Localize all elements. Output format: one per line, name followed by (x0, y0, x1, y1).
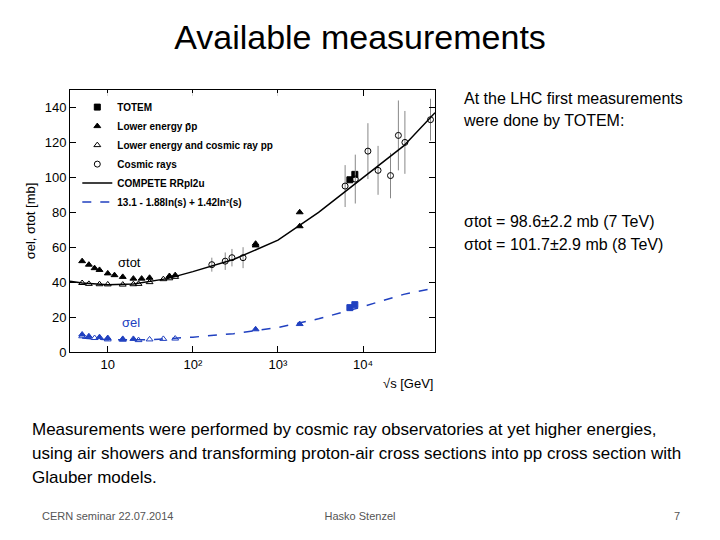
svg-text:140: 140 (45, 100, 67, 115)
svg-text:100: 100 (45, 170, 67, 185)
html-text:At the LHC first measurements: At the LHC first measurements were done … (464, 90, 683, 129)
svg-text:10⁴: 10⁴ (353, 357, 373, 372)
svg-text:Cosmic rays: Cosmic rays (117, 159, 177, 170)
svg-text:40: 40 (52, 275, 66, 290)
svg-text:60: 60 (52, 240, 66, 255)
svg-text:10: 10 (101, 357, 115, 372)
svg-text:σel, σtot [mb]: σel, σtot [mb] (23, 183, 38, 260)
svg-text:10²: 10² (183, 357, 202, 372)
html-text:CERN seminar 22.07.2014: CERN seminar 22.07.2014 (42, 510, 174, 522)
html-text:Hasko Stenzel: Hasko Stenzel (324, 510, 396, 522)
html-text:σtot = 98.6±2.2 mb (7 TeV): σtot = 98.6±2.2 mb (7 TeV) (464, 213, 655, 230)
svg-text:σtot: σtot (118, 255, 141, 270)
html-text:Available measurements: Available measurements (174, 18, 546, 56)
html-text:σtot = 101.7±2.9 mb (8 TeV): σtot = 101.7±2.9 mb (8 TeV) (464, 236, 664, 253)
svg-text:σel: σel (122, 315, 140, 330)
svg-text:20: 20 (52, 310, 66, 325)
svg-text:80: 80 (52, 205, 66, 220)
svg-text:COMPETE RRpl2u: COMPETE RRpl2u (117, 178, 204, 189)
svg-text:13.1 - 1.88ln(s) + 1.42ln²(s): 13.1 - 1.88ln(s) + 1.42ln²(s) (117, 197, 241, 208)
svg-text:10³: 10³ (269, 357, 288, 372)
html-text:Measurements were performed by: Measurements were performed by cosmic ra… (32, 420, 682, 487)
svg-text:0: 0 (59, 345, 66, 360)
svg-text:120: 120 (45, 135, 67, 150)
svg-text:Lower energy p̄p: Lower energy p̄p (117, 121, 197, 132)
html-text:7: 7 (673, 510, 680, 522)
svg-text:√s [GeV]: √s [GeV] (383, 376, 433, 391)
svg-text:TOTEM: TOTEM (117, 102, 152, 113)
svg-text:Lower energy and cosmic ray pp: Lower energy and cosmic ray pp (117, 140, 273, 151)
